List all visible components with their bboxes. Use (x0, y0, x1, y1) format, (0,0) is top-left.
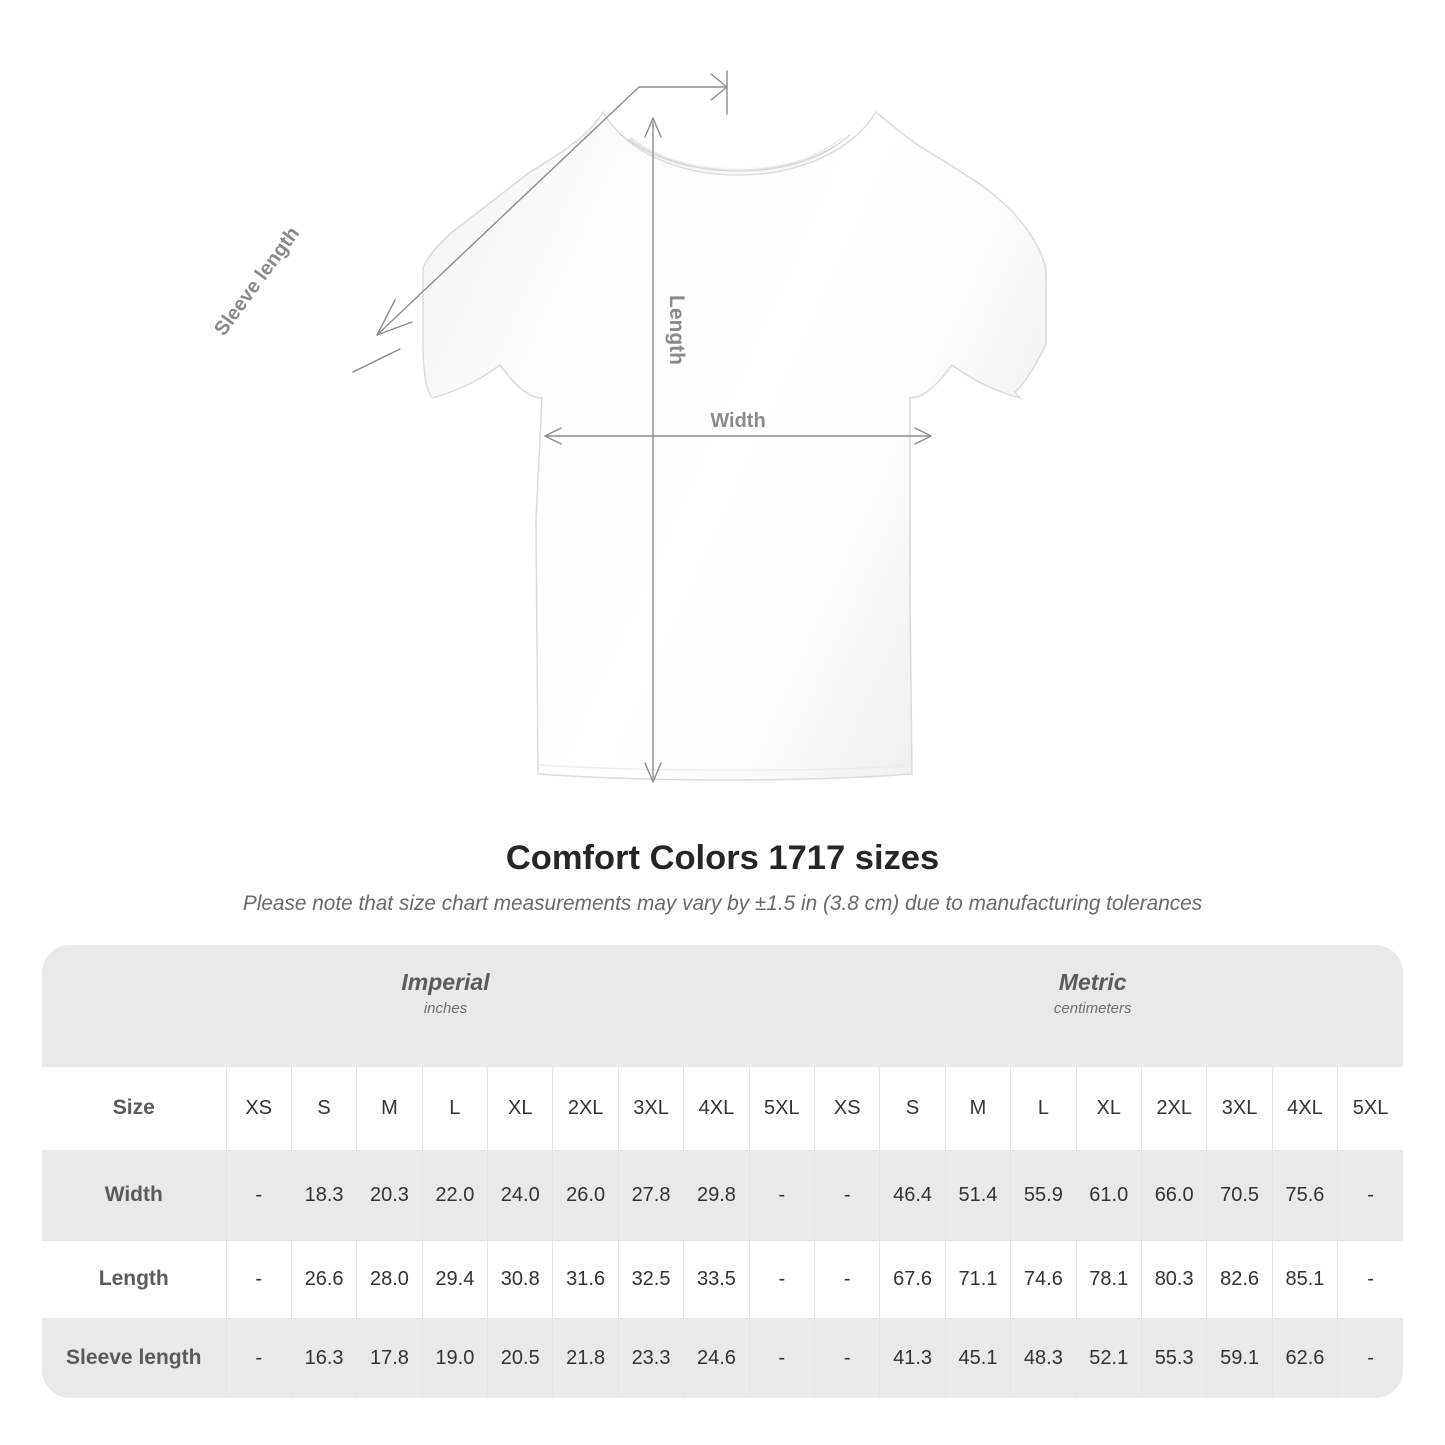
svg-text:Width: Width (710, 410, 765, 432)
svg-text:Sleeve length: Sleeve length (210, 223, 304, 340)
svg-text:Length: Length (665, 295, 688, 365)
